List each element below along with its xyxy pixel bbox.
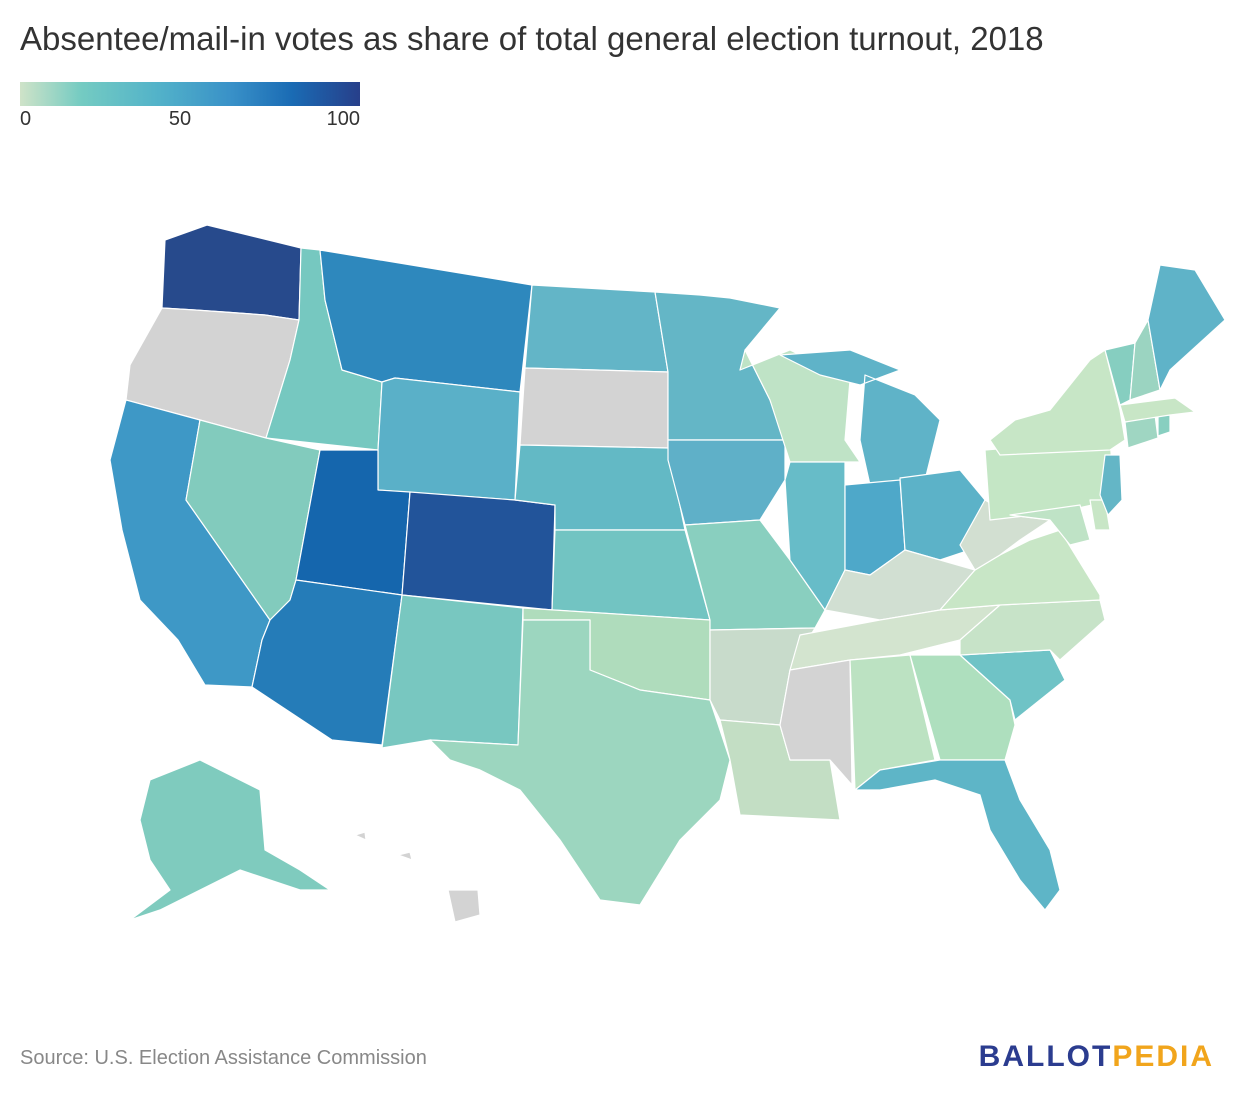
state-maine [1147,264,1226,391]
state-north-dakota [524,284,669,373]
state-washington [161,224,302,321]
state-rhode-island [1157,414,1171,437]
color-legend: 0 50 100 [20,82,360,132]
legend-min-label: 0 [20,108,32,130]
state-colorado [401,491,556,611]
state-montana [319,249,533,393]
state-south-dakota [519,367,669,449]
map-title: Absentee/mail-in votes as share of total… [20,20,1044,57]
state-wyoming [377,377,521,501]
legend-gradient-bar [20,82,360,106]
logo-part-1: BALLOT [978,1040,1113,1073]
legend-mid-label: 50 [168,108,192,130]
state-maryland [1009,504,1091,546]
state-hawaii [354,831,481,923]
us-map-svg [109,224,1226,923]
legend-max-label: 100 [326,108,360,130]
logo-part-2: PEDIA [1112,1040,1214,1073]
legend-labels: 0 50 100 [20,106,360,132]
state-iowa [667,439,786,526]
state-missouri [684,519,826,631]
state-massachusetts [1119,397,1196,423]
state-new-york [989,349,1126,456]
ballotpedia-logo: BALLOTPEDIA [979,1040,1214,1074]
state-new-mexico [381,594,524,749]
state-alaska [129,759,331,921]
state-virginia [939,529,1101,611]
state-texas [429,619,731,906]
state-florida [854,759,1061,911]
us-map [0,200,1240,940]
state-new-jersey [1099,454,1123,516]
source-note: Source: U.S. Election Assistance Commiss… [20,1047,427,1069]
state-kansas [551,529,711,621]
